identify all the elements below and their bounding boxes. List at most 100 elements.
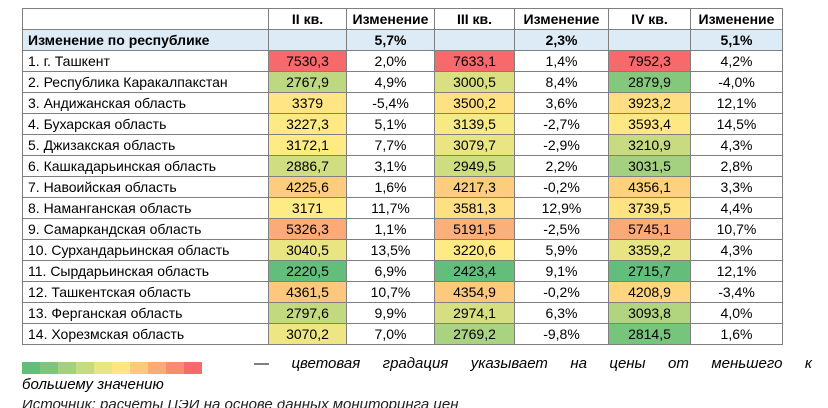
change-q2: 9,9% [346, 302, 435, 324]
change-q4: 3,3% [690, 176, 783, 198]
change-q4: 10,7% [690, 218, 783, 240]
change-q4: -3,4% [690, 281, 783, 303]
price-q3: 5191,5 [434, 218, 515, 240]
header-q4: IV кв. [608, 8, 691, 30]
region-name: 13. Ферганская область [22, 302, 269, 324]
summary-change-q2: 5,7% [346, 29, 435, 51]
region-name: 5. Джизакская область [22, 134, 269, 156]
change-q4: 1,6% [690, 323, 783, 345]
change-q4: 2,8% [690, 155, 783, 177]
region-name: 4. Бухарская область [22, 113, 269, 135]
header-row: II кв. Изменение III кв. Изменение IV кв… [22, 8, 783, 30]
table-row: 8. Наманганская область 3171 11,7% 3581,3 12… [22, 197, 783, 219]
price-q4: 5745,1 [608, 218, 691, 240]
price-q3: 2974,1 [434, 302, 515, 324]
change-q4: 12,1% [690, 92, 783, 114]
legend-swatch [40, 362, 58, 374]
region-name: 2. Республика Каракалпакстан [22, 71, 269, 93]
price-q4: 2814,5 [608, 323, 691, 345]
price-q2: 2220,5 [268, 260, 347, 282]
price-q4: 3593,4 [608, 113, 691, 135]
region-name: 6. Кашкадарьинская область [22, 155, 269, 177]
change-q2: 6,9% [346, 260, 435, 282]
table-row: 9. Самаркандская область 5326,3 1,1% 5191,5… [22, 218, 783, 240]
change-q2: 5,1% [346, 113, 435, 135]
region-name: 7. Навоийская область [22, 176, 269, 198]
price-q4: 3210,9 [608, 134, 691, 156]
change-q3: 3,6% [514, 92, 609, 114]
region-name: 8. Наманганская область [22, 197, 269, 219]
header-change-q2: Изменение [346, 8, 435, 30]
price-q3: 3000,5 [434, 71, 515, 93]
table-row: 4. Бухарская область 3227,3 5,1% 3139,5 -2,7… [22, 113, 783, 135]
table-row: 6. Кашкадарьинская область 2886,7 3,1% 2949… [22, 155, 783, 177]
change-q3: -0,2% [514, 176, 609, 198]
price-q2: 5326,3 [268, 218, 347, 240]
change-q2: 10,7% [346, 281, 435, 303]
legend-swatch [22, 362, 40, 374]
header-q3: III кв. [434, 8, 515, 30]
price-q4: 7952,3 [608, 50, 691, 72]
footnote-clipped: Источник: расчёты ЦЭИ на основе данных м… [0, 400, 828, 408]
table-row: 2. Республика Каракалпакстан 2767,9 4,9% 30… [22, 71, 783, 93]
table-row: 13. Ферганская область 2797,6 9,9% 2974,1 6,… [22, 302, 783, 324]
region-name: 14. Хорезмская область [22, 323, 269, 345]
change-q4: 4,4% [690, 197, 783, 219]
legend-swatch [112, 362, 130, 374]
change-q2: 7,7% [346, 134, 435, 156]
price-q4: 3923,2 [608, 92, 691, 114]
change-q3: 8,4% [514, 71, 609, 93]
price-q3: 3079,7 [434, 134, 515, 156]
change-q3: -2,7% [514, 113, 609, 135]
summary-empty-q3 [434, 29, 515, 51]
price-q3: 2949,5 [434, 155, 515, 177]
change-q4: 4,2% [690, 50, 783, 72]
table-row: 12. Ташкентская область 4361,5 10,7% 4354,9… [22, 281, 783, 303]
price-q4: 2879,9 [608, 71, 691, 93]
price-q2: 3040,5 [268, 239, 347, 261]
table-row: 14. Хорезмская область 3070,2 7,0% 2769,2 -9… [22, 323, 783, 345]
summary-label: Изменение по республике [22, 29, 269, 51]
change-q4: 4,3% [690, 134, 783, 156]
price-q4: 2715,7 [608, 260, 691, 282]
change-q2: 13,5% [346, 239, 435, 261]
price-q3: 3139,5 [434, 113, 515, 135]
price-q3: 4217,3 [434, 176, 515, 198]
change-q3: 2,2% [514, 155, 609, 177]
color-scale-legend [22, 362, 202, 374]
table-row: 11. Сырдарьинская область 2220,5 6,9% 2423,… [22, 260, 783, 282]
footnote-text: Источник: расчёты ЦЭИ на основе данных м… [22, 400, 828, 408]
price-q3: 3220,6 [434, 239, 515, 261]
price-q2: 2886,7 [268, 155, 347, 177]
legend-text-line2: большему значению [22, 376, 164, 393]
change-q4: -4,0% [690, 71, 783, 93]
change-q3: 12,9% [514, 197, 609, 219]
legend-swatch [148, 362, 166, 374]
region-name: 12. Ташкентская область [22, 281, 269, 303]
price-q4: 4208,9 [608, 281, 691, 303]
region-name: 11. Сырдарьинская область [22, 260, 269, 282]
legend-swatch [184, 362, 202, 374]
change-q4: 4,0% [690, 302, 783, 324]
table-row: 3. Андижанская область 3379 -5,4% 3500,2 3,6… [22, 92, 783, 114]
legend-swatch [76, 362, 94, 374]
region-name: 3. Андижанская область [22, 92, 269, 114]
price-q2: 7530,3 [268, 50, 347, 72]
price-table-container: II кв. Изменение III кв. Изменение IV кв… [22, 8, 783, 345]
change-q2: 4,9% [346, 71, 435, 93]
change-q2: -5,4% [346, 92, 435, 114]
price-q2: 4361,5 [268, 281, 347, 303]
summary-change-q4: 5,1% [690, 29, 783, 51]
price-table: II кв. Изменение III кв. Изменение IV кв… [22, 8, 783, 345]
change-q3: -0,2% [514, 281, 609, 303]
price-q2: 3171 [268, 197, 347, 219]
summary-empty-q2 [268, 29, 347, 51]
header-q2: II кв. [268, 8, 347, 30]
price-q2: 3172,1 [268, 134, 347, 156]
summary-row: Изменение по республике 5,7% 2,3% 5,1% [22, 29, 783, 51]
change-q2: 1,1% [346, 218, 435, 240]
change-q3: 9,1% [514, 260, 609, 282]
price-q4: 3739,5 [608, 197, 691, 219]
header-region [22, 8, 269, 30]
summary-change-q3: 2,3% [514, 29, 609, 51]
